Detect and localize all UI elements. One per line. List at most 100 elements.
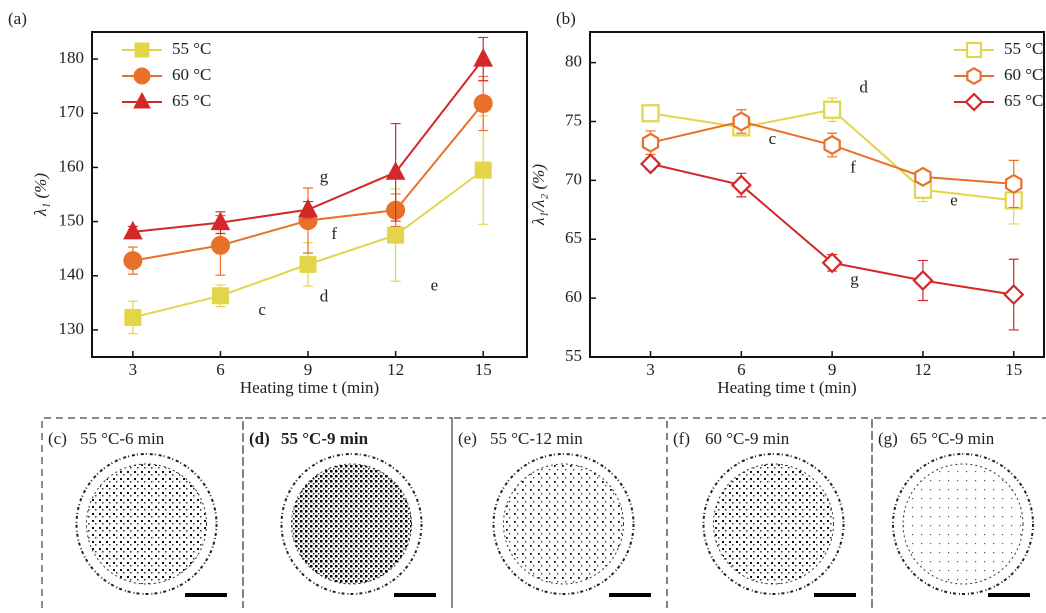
- marker: [211, 287, 229, 305]
- marker: [965, 41, 983, 59]
- sample-core: [291, 463, 412, 585]
- panel-title: 60 °C-9 min: [705, 429, 790, 448]
- plot-frame: [91, 31, 528, 358]
- marker: [385, 161, 406, 180]
- marker: [134, 42, 150, 58]
- panel-label: (c): [48, 429, 67, 448]
- x-tick-label: 15: [475, 360, 492, 379]
- annotation: e: [431, 275, 439, 294]
- y-tick-label: 60: [565, 287, 582, 306]
- x-tick-label: 9: [828, 360, 837, 379]
- marker: [1003, 284, 1025, 306]
- sample-core: [713, 463, 834, 585]
- panel-title: 55 °C-9 min: [281, 429, 369, 448]
- marker: [641, 104, 660, 123]
- marker: [912, 269, 934, 292]
- series-line: [650, 162, 1014, 296]
- marker: [914, 166, 932, 187]
- y-tick-label: 180: [59, 48, 85, 67]
- legend-label: 65 °C: [1004, 91, 1043, 110]
- sample-ring: [280, 453, 423, 595]
- panel-label: (d): [249, 429, 270, 448]
- y-axis-label: λ₁ (%): [31, 173, 50, 217]
- plot-frame: [589, 31, 1045, 358]
- y-tick-label: 130: [59, 319, 85, 338]
- marker: [641, 132, 660, 153]
- x-tick-label: 6: [216, 360, 225, 379]
- marker: [966, 67, 982, 85]
- legend-label: 65 °C: [172, 91, 211, 110]
- panel-label: (f): [673, 429, 690, 448]
- panel-label: (e): [458, 429, 477, 448]
- panel-border: [871, 417, 1046, 608]
- marker: [473, 94, 493, 113]
- marker: [123, 251, 143, 271]
- annotation: c: [258, 300, 266, 319]
- legend-label: 55 °C: [1004, 39, 1043, 58]
- panel-border: [41, 417, 244, 608]
- x-tick-label: 3: [646, 360, 655, 379]
- sample-ring: [892, 453, 1034, 595]
- marker: [210, 211, 231, 231]
- annotation: d: [859, 77, 868, 96]
- y-axis-label: λ₁/λ₂ (%): [529, 164, 548, 226]
- marker: [473, 48, 494, 67]
- annotation: c: [769, 129, 777, 148]
- panel-title: 55 °C-12 min: [490, 429, 583, 448]
- panel-border: [666, 417, 873, 608]
- marker: [964, 92, 984, 112]
- marker: [133, 91, 151, 109]
- annotation: f: [850, 158, 856, 177]
- panel-label: (b): [556, 9, 576, 28]
- sample-core: [503, 463, 624, 585]
- sample-core: [86, 463, 207, 585]
- marker: [1005, 173, 1023, 194]
- marker: [123, 220, 143, 240]
- marker: [639, 153, 662, 175]
- annotation: d: [320, 286, 329, 305]
- marker: [823, 100, 842, 119]
- y-tick-label: 70: [565, 169, 582, 188]
- legend-label: 55 °C: [172, 39, 211, 58]
- x-axis-label: Heating time t (min): [240, 378, 379, 397]
- marker: [730, 174, 752, 196]
- y-tick-label: 75: [565, 110, 582, 129]
- y-tick-label: 65: [565, 228, 582, 247]
- legend-label: 60 °C: [1004, 65, 1043, 84]
- panel-title: 55 °C-6 min: [80, 429, 165, 448]
- marker: [387, 226, 405, 244]
- panel-label: (g): [878, 429, 898, 448]
- x-tick-label: 3: [129, 360, 138, 379]
- y-tick-label: 170: [59, 102, 85, 121]
- marker: [474, 161, 492, 179]
- x-tick-label: 15: [1005, 360, 1022, 379]
- marker: [210, 235, 230, 255]
- marker: [821, 252, 843, 274]
- annotation: g: [320, 167, 329, 186]
- y-tick-label: 150: [59, 210, 85, 229]
- sample-core: [902, 463, 1024, 585]
- x-tick-label: 9: [304, 360, 313, 379]
- y-tick-label: 80: [565, 52, 582, 71]
- marker: [299, 255, 317, 273]
- y-tick-label: 55: [565, 346, 582, 365]
- y-tick-label: 160: [59, 156, 85, 175]
- panel-label: (a): [8, 9, 27, 28]
- sample-ring: [702, 453, 845, 595]
- annotation: e: [950, 190, 958, 209]
- marker: [133, 67, 151, 85]
- sample-ring: [75, 453, 218, 595]
- marker: [298, 198, 318, 218]
- y-tick-label: 140: [59, 265, 85, 284]
- panel-border: [242, 417, 453, 608]
- annotation: f: [331, 224, 337, 243]
- annotation: g: [850, 269, 859, 288]
- legend-label: 60 °C: [172, 65, 211, 84]
- marker: [124, 308, 142, 326]
- panel-title: 65 °C-9 min: [910, 429, 995, 448]
- x-tick-label: 12: [914, 360, 931, 379]
- marker: [732, 111, 751, 132]
- marker: [823, 134, 841, 156]
- x-tick-label: 6: [737, 360, 746, 379]
